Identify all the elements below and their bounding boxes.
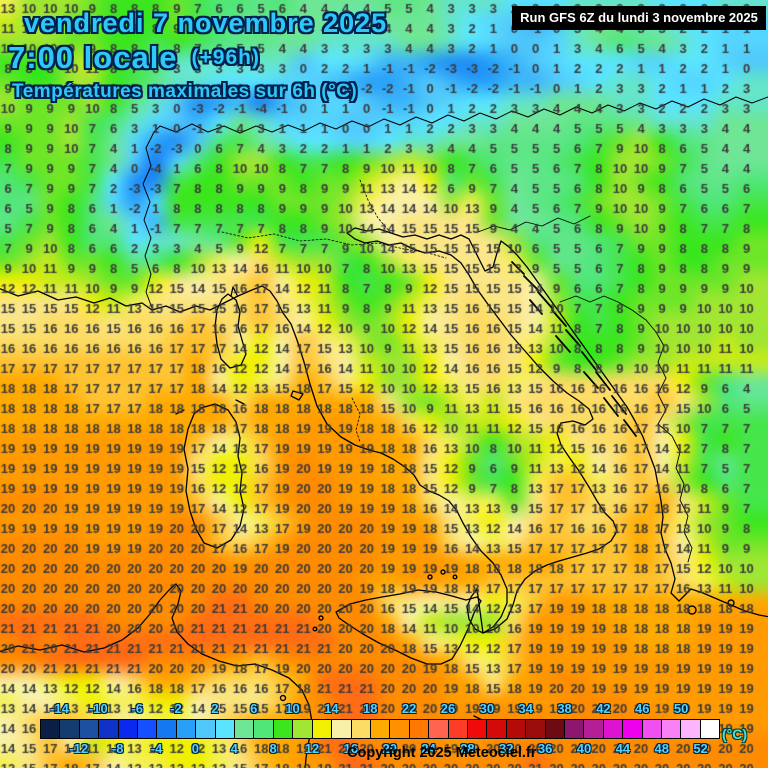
colorbar-cell-19 (408, 720, 429, 738)
colorbar-cell-23 (486, 720, 506, 738)
scale-bottom-label-15: 48 (654, 741, 669, 756)
colorbar-cell-7 (175, 720, 196, 738)
scale-top-label-7: 14 (324, 701, 339, 716)
scale-top-label-9: 22 (401, 701, 417, 716)
scale-bottom-label-14: 44 (615, 741, 631, 756)
colorbar-cell-25 (525, 720, 545, 738)
scale-bottom-label-16: 52 (693, 741, 708, 756)
colorbar-cell-18 (389, 720, 409, 738)
colorbar-cell-30 (622, 720, 642, 738)
colorbar-cell-8 (195, 720, 215, 738)
colorbar-cell-9 (214, 720, 235, 738)
scale-top-label-12: 34 (518, 701, 533, 716)
colorbar-cell-3 (98, 720, 118, 738)
colorbar-cell-15 (331, 720, 351, 738)
map-title-date: vendredi 7 novembre 2025 (24, 8, 388, 38)
scale-bottom-label-8: 20 (382, 741, 397, 756)
colorbar-cell-17 (369, 720, 390, 738)
colorbar-cell-21 (447, 720, 467, 738)
scale-top-label-15: 46 (635, 701, 650, 716)
colorbar-cell-24 (505, 720, 526, 738)
forecast-offset-label: (+96h) (191, 46, 260, 69)
scale-top-label-10: 26 (440, 701, 456, 716)
scale-bottom-label-0: -12 (69, 741, 89, 756)
scale-top-label-13: 38 (557, 701, 572, 716)
scale-top-label-11: 30 (479, 701, 495, 716)
map-title-time: 7:00 locale (+96h) (8, 40, 260, 76)
scale-bottom-label-5: 8 (269, 741, 277, 756)
time-label: 7:00 locale (8, 40, 178, 75)
colorbar-cell-14 (311, 720, 332, 738)
colorbar-cell-20 (428, 720, 448, 738)
colorbar-cell-22 (466, 720, 487, 738)
colorbar-cell-11 (253, 720, 273, 738)
scale-top-label-1: -10 (88, 701, 108, 716)
colorbar-cell-13 (292, 720, 312, 738)
scale-bottom-label-2: -4 (150, 741, 163, 756)
map-subtitle: Températures maximales sur 6h (°C) (12, 81, 358, 102)
colorbar-cell-10 (234, 720, 254, 738)
scale-bottom-label-6: 12 (304, 741, 320, 756)
scale-top-label-5: 6 (250, 701, 258, 716)
colorbar-cell-28 (583, 720, 603, 738)
colorbar-unit-label: (°C) (722, 726, 748, 742)
colorbar-cell-27 (563, 720, 584, 738)
colorbar-cell-29 (602, 720, 623, 738)
scale-top-label-4: 2 (211, 701, 219, 716)
scale-bottom-label-10: 28 (460, 741, 475, 756)
scale-top-label-6: 10 (285, 701, 300, 716)
scale-top-label-14: 42 (596, 701, 611, 716)
colorbar-cell-31 (641, 720, 661, 738)
colorbar-cell-5 (137, 720, 157, 738)
colorbar-cell-0 (41, 720, 60, 738)
scale-bottom-label-12: 36 (537, 741, 553, 756)
colorbar-cell-2 (78, 720, 99, 738)
colorbar-cell-1 (59, 720, 79, 738)
scale-bottom-label-7: 16 (343, 741, 359, 756)
scale-bottom-label-11: 32 (499, 741, 514, 756)
scale-top-label-2: -6 (131, 701, 143, 716)
scale-bottom-label-4: 4 (230, 741, 238, 756)
colorbar-cell-12 (272, 720, 293, 738)
colorbar-cell-4 (117, 720, 138, 738)
scale-bottom-label-9: 24 (421, 741, 436, 756)
colorbar-cell-6 (156, 720, 176, 738)
temperature-colorbar (40, 719, 720, 739)
run-info-box: Run GFS 6Z du lundi 3 novembre 2025 (512, 6, 766, 30)
colorbar-cell-33 (680, 720, 700, 738)
scale-bottom-label-1: -8 (111, 741, 124, 756)
scale-top-label-0: -14 (50, 701, 69, 716)
colorbar-cell-26 (544, 720, 564, 738)
scale-top-label-16: 50 (673, 701, 689, 716)
colorbar-cell-32 (661, 720, 681, 738)
scale-top-label-8: 18 (363, 701, 378, 716)
colorbar-cell-34 (699, 720, 720, 738)
scale-bottom-label-13: 40 (576, 741, 592, 756)
scale-top-label-3: -2 (170, 701, 182, 716)
scale-bottom-label-3: 0 (191, 741, 200, 756)
colorbar-cell-16 (350, 720, 370, 738)
copyright-text: Copyright 2025 Meteociel.fr (347, 745, 537, 761)
